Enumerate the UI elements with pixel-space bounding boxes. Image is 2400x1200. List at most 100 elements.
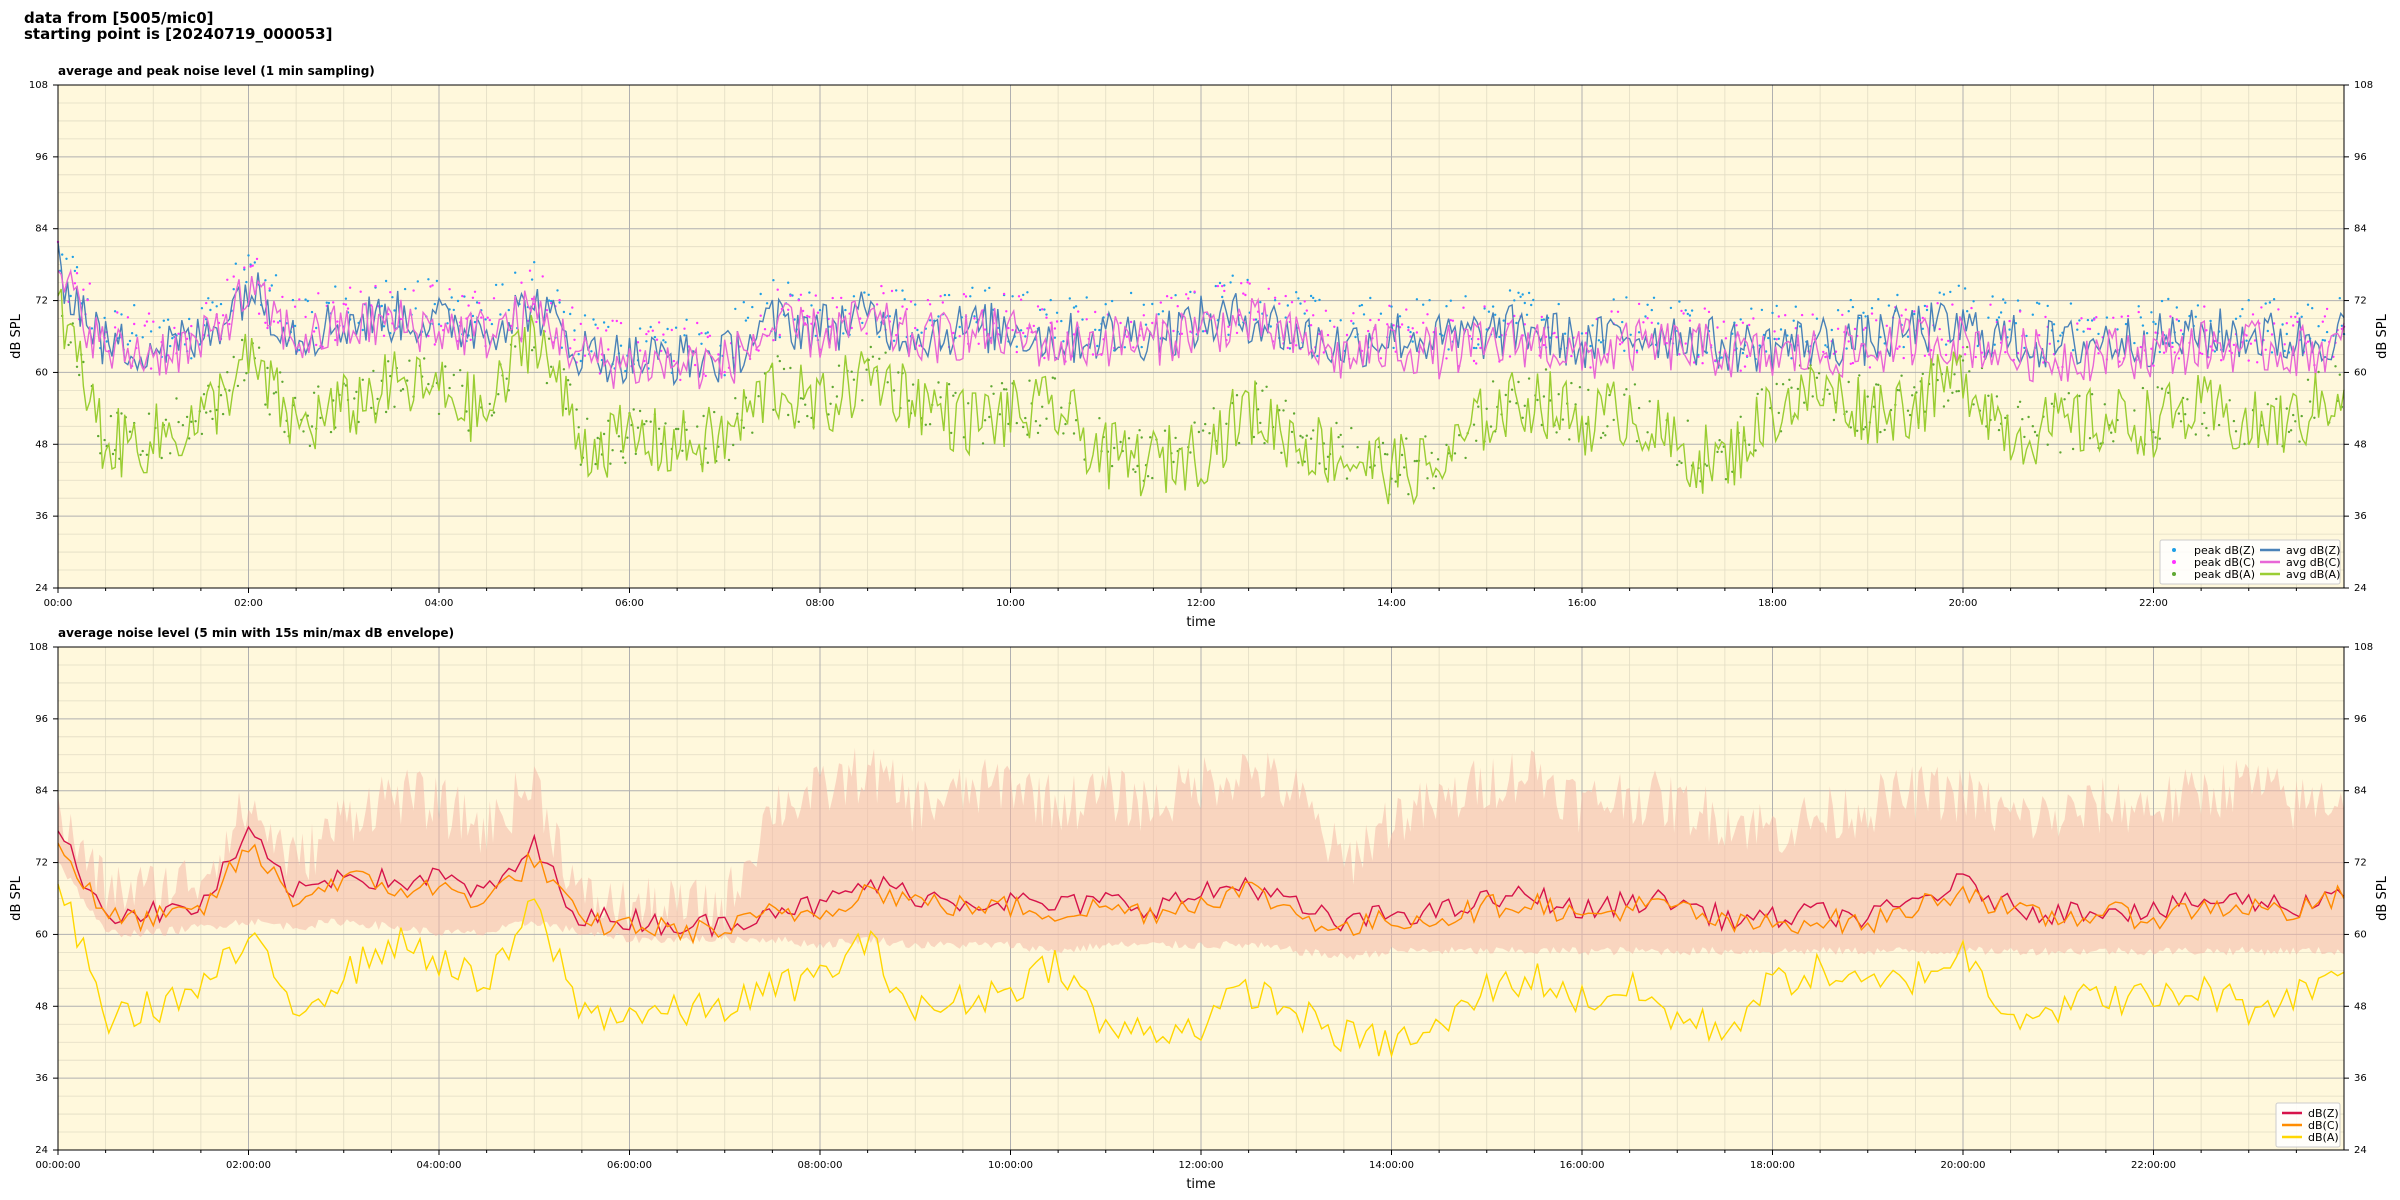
peak-dot xyxy=(1832,418,1836,422)
peak-dot xyxy=(801,309,805,313)
peak-dot xyxy=(113,326,117,329)
peak-dot xyxy=(1074,419,1078,422)
peak-dot xyxy=(374,284,377,288)
peak-dot xyxy=(1957,389,1961,393)
peak-dot xyxy=(61,253,64,256)
peak-dot xyxy=(947,293,951,297)
legend: dB(Z)dB(C)dB(A) xyxy=(2275,1102,2341,1148)
peak-dot xyxy=(344,303,348,306)
peak-dot xyxy=(200,307,204,310)
peak-dot xyxy=(1779,328,1783,331)
peak-dot xyxy=(2090,319,2094,322)
peak-dot xyxy=(2294,315,2297,319)
peak-dot xyxy=(1557,302,1560,306)
peak-dot xyxy=(1498,335,1501,339)
peak-dot xyxy=(1515,321,1518,325)
peak-dot xyxy=(86,298,89,302)
peak-dot xyxy=(751,305,754,309)
peak-dot xyxy=(1034,420,1038,423)
peak-dot xyxy=(336,320,339,323)
peak-dot xyxy=(981,442,985,445)
peak-dot xyxy=(1005,310,1008,313)
x-tick-label: 08:00:00 xyxy=(798,1160,843,1171)
peak-dot xyxy=(393,405,396,408)
peak-dot xyxy=(90,327,94,330)
peak-dot xyxy=(1608,393,1611,397)
peak-dot xyxy=(844,308,847,312)
peak-dot xyxy=(450,296,453,299)
peak-dot xyxy=(2205,329,2208,332)
peak-dot xyxy=(1318,462,1321,465)
peak-dot xyxy=(1527,291,1531,295)
peak-dot xyxy=(1458,434,1461,437)
peak-dot xyxy=(232,355,235,359)
peak-dot xyxy=(2247,299,2250,302)
peak-dot xyxy=(245,280,248,284)
peak-dot xyxy=(1074,305,1078,308)
peak-dot xyxy=(1477,405,1480,408)
peak-dot xyxy=(2078,394,2081,398)
peak-dot xyxy=(2334,365,2337,368)
peak-dot xyxy=(389,291,392,294)
peak-dot xyxy=(1132,468,1135,471)
peak-dot xyxy=(634,452,637,456)
peak-dot xyxy=(797,420,800,423)
peak-dot xyxy=(2046,443,2049,446)
peak-dot xyxy=(905,308,908,311)
peak-dot xyxy=(2031,313,2035,316)
peak-dot xyxy=(607,348,610,351)
peak-dot xyxy=(2008,319,2011,323)
peak-dot xyxy=(1165,295,1169,298)
peak-dot xyxy=(1790,357,1793,360)
peak-dot xyxy=(1510,388,1514,391)
peak-dot xyxy=(789,294,792,297)
peak-dot xyxy=(499,313,502,316)
legend-marker xyxy=(2172,560,2176,564)
peak-dot xyxy=(2317,325,2320,328)
peak-dot xyxy=(1938,327,1941,331)
peak-dot xyxy=(547,337,551,340)
peak-dot xyxy=(1134,470,1137,474)
peak-dot xyxy=(2063,398,2066,401)
peak-dot xyxy=(486,316,489,319)
peak-dot xyxy=(1767,336,1770,340)
peak-dot xyxy=(190,420,193,423)
peak-dot xyxy=(312,391,316,394)
peak-dot xyxy=(2035,301,2039,304)
peak-dot xyxy=(1494,313,1497,316)
peak-dot xyxy=(177,420,180,424)
peak-dot xyxy=(723,370,726,374)
peak-dot xyxy=(772,279,775,282)
peak-dot xyxy=(467,304,470,307)
peak-dot xyxy=(1326,455,1330,458)
peak-dot xyxy=(2069,302,2073,305)
peak-dot xyxy=(1288,347,1292,350)
peak-dot xyxy=(816,311,820,314)
peak-dot xyxy=(1580,332,1584,335)
peak-dot xyxy=(2167,391,2170,394)
peak-dot xyxy=(2171,345,2174,349)
peak-dot xyxy=(1286,304,1290,307)
peak-dot xyxy=(1415,298,1419,301)
peak-dot xyxy=(2112,316,2115,319)
peak-dot xyxy=(2201,422,2204,426)
peak-dot xyxy=(1324,309,1328,312)
peak-dot xyxy=(1045,417,1048,420)
peak-dot xyxy=(1862,428,1865,431)
peak-dot xyxy=(1464,456,1467,460)
peak-dot xyxy=(1665,342,1668,345)
peak-dot xyxy=(962,293,966,296)
peak-dot xyxy=(1521,293,1524,296)
peak-dot xyxy=(727,458,731,462)
x-tick-label: 10:00 xyxy=(996,598,1025,609)
peak-dot xyxy=(2283,349,2286,353)
peak-dot xyxy=(977,342,980,345)
peak-dot xyxy=(592,318,595,321)
peak-dot xyxy=(1817,372,1821,375)
peak-dot xyxy=(602,432,606,436)
peak-dot xyxy=(793,318,796,321)
peak-dot xyxy=(736,412,739,415)
peak-dot xyxy=(293,324,297,328)
peak-dot xyxy=(2289,315,2293,318)
peak-dot xyxy=(782,367,786,371)
